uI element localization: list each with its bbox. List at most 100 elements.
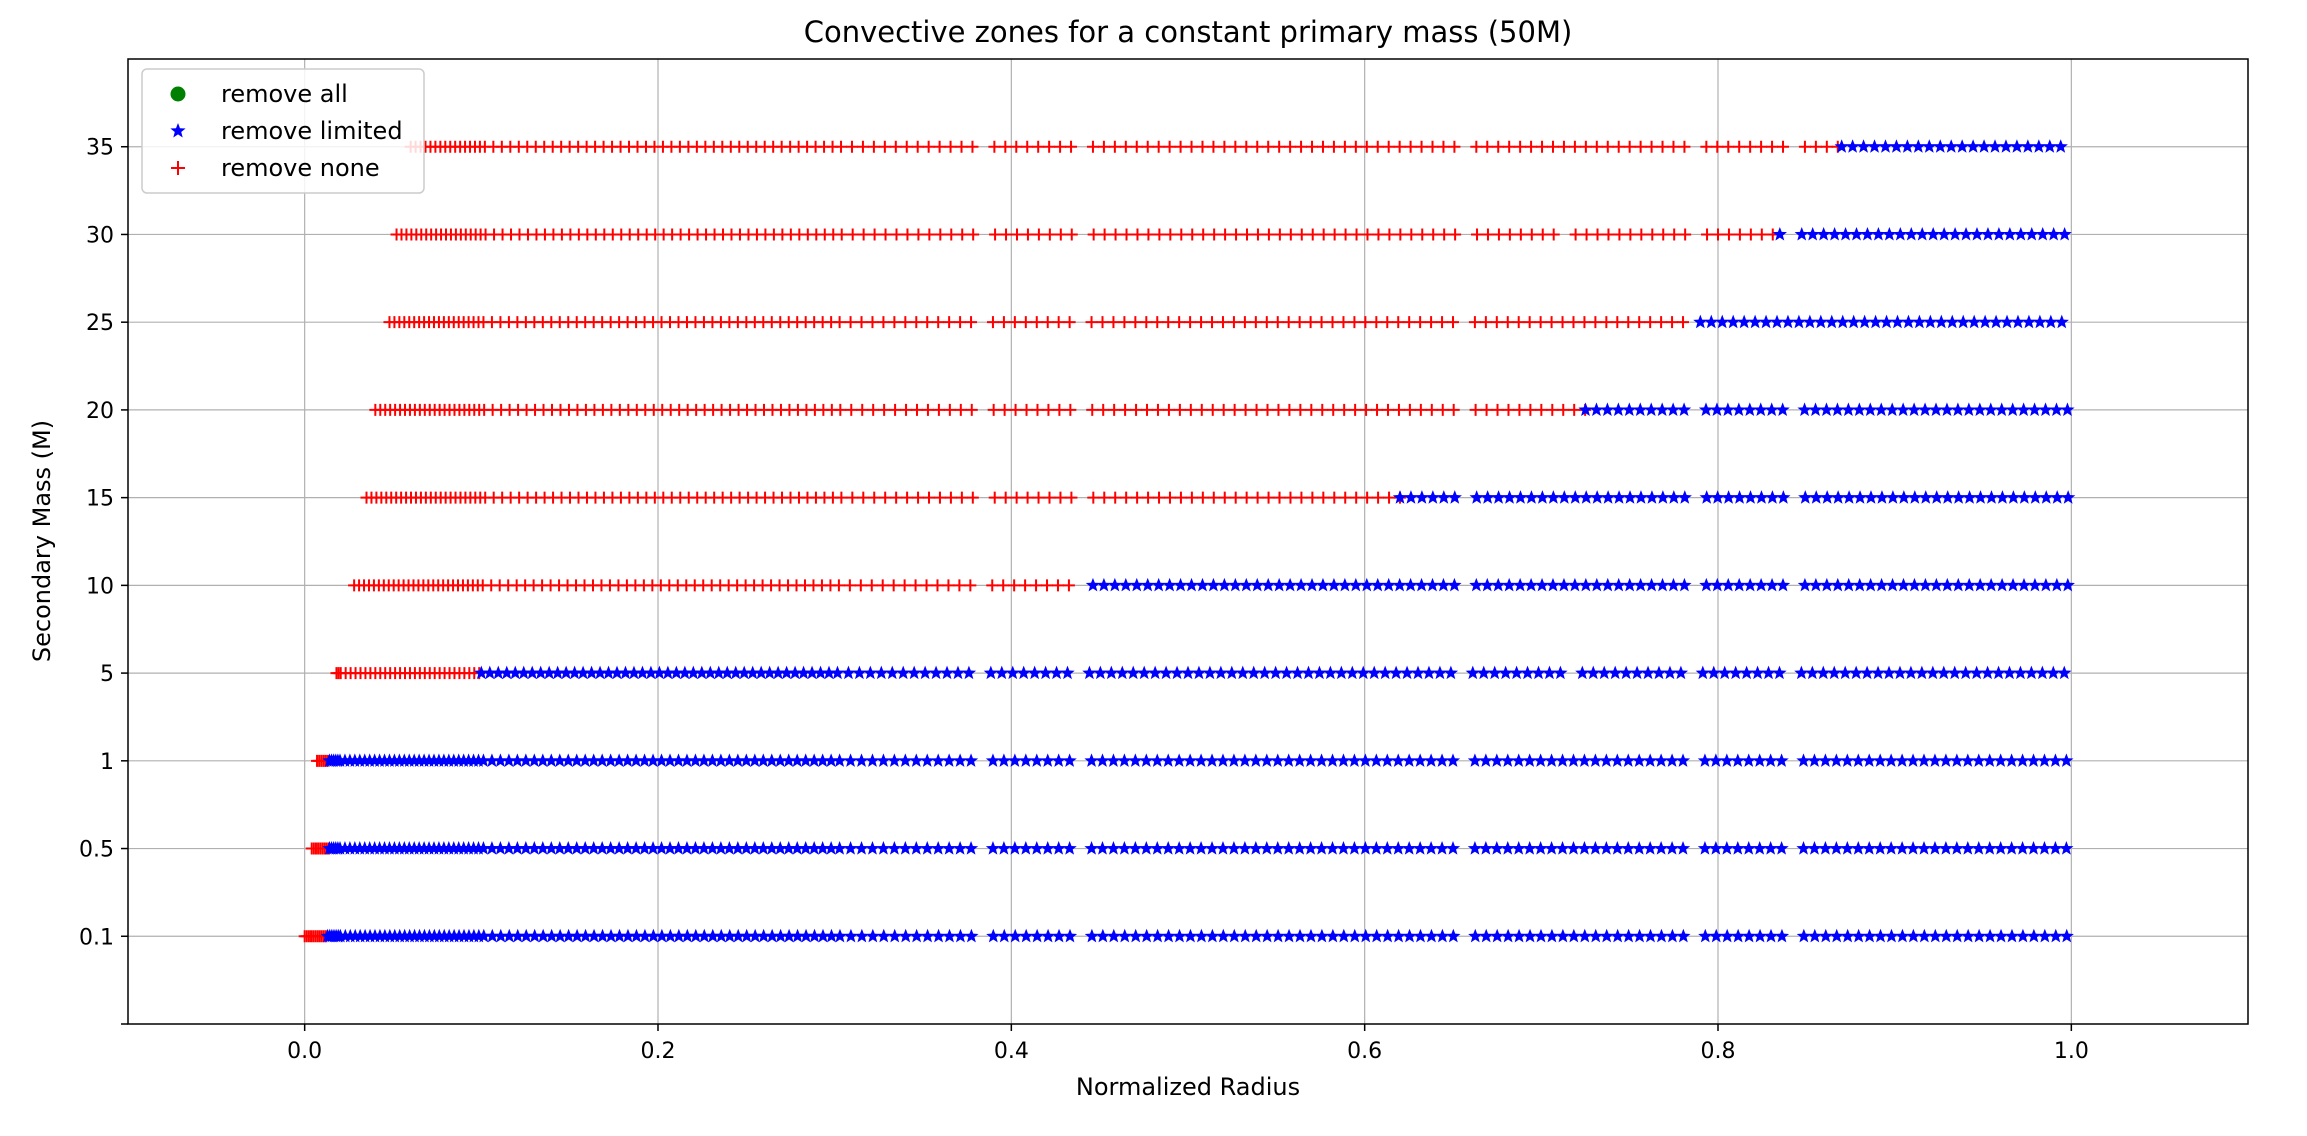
remove-limited-marker bbox=[1622, 402, 1637, 416]
remove-limited-marker bbox=[1502, 577, 1517, 592]
remove-limited-marker bbox=[1830, 577, 1845, 592]
remove-none-marker bbox=[1271, 316, 1284, 329]
remove-none-marker bbox=[1372, 491, 1385, 504]
remove-none-marker bbox=[1262, 140, 1275, 153]
remove-limited-marker bbox=[1117, 841, 1132, 855]
remove-limited-marker bbox=[1972, 402, 1987, 416]
remove-limited-marker bbox=[2061, 490, 2076, 504]
remove-none-marker bbox=[1306, 140, 1319, 153]
remove-limited-marker bbox=[1270, 753, 1285, 767]
remove-none-marker bbox=[910, 316, 923, 329]
remove-none-marker bbox=[1108, 403, 1121, 416]
remove-limited-marker bbox=[1895, 928, 1910, 943]
remove-limited-marker bbox=[1281, 928, 1297, 943]
remove-limited-marker bbox=[1664, 841, 1680, 855]
remove-limited-marker bbox=[1829, 841, 1844, 855]
remove-limited-marker bbox=[1665, 402, 1681, 416]
remove-limited-marker bbox=[1392, 577, 1407, 592]
remove-limited-marker bbox=[1281, 753, 1296, 767]
remove-none-marker bbox=[1230, 228, 1243, 241]
remove-none-marker bbox=[878, 403, 891, 416]
remove-limited-marker bbox=[646, 928, 661, 943]
remove-limited-marker bbox=[1434, 841, 1450, 855]
remove-limited-marker bbox=[1868, 314, 1883, 329]
remove-limited-marker bbox=[1106, 841, 1121, 855]
remove-none-marker bbox=[1053, 403, 1066, 416]
remove-limited-marker bbox=[1095, 753, 1110, 767]
remove-none-marker bbox=[1327, 140, 1340, 153]
remove-none-marker bbox=[1130, 403, 1143, 416]
remove-limited-marker bbox=[688, 753, 703, 767]
remove-limited-marker bbox=[628, 841, 644, 855]
remove-limited-marker bbox=[1500, 753, 1515, 767]
remove-limited-marker bbox=[525, 665, 540, 680]
remove-limited-marker bbox=[1896, 490, 1911, 504]
remove-none-marker bbox=[889, 403, 902, 416]
remove-limited-marker bbox=[1950, 402, 1966, 416]
remove-limited-marker bbox=[807, 841, 822, 855]
remove-limited-marker bbox=[2057, 665, 2072, 680]
remove-limited-marker bbox=[1224, 665, 1239, 680]
remove-limited-marker bbox=[1697, 753, 1713, 767]
remove-limited-marker bbox=[1962, 577, 1977, 592]
remove-limited-marker bbox=[2002, 226, 2017, 241]
remove-limited-marker bbox=[1051, 753, 1066, 767]
remove-limited-marker bbox=[2054, 314, 2069, 329]
plot-area-frame bbox=[127, 58, 2249, 1025]
remove-limited-marker bbox=[1676, 402, 1692, 416]
remove-limited-marker bbox=[852, 665, 867, 680]
remove-limited-marker bbox=[1301, 665, 1316, 680]
remove-limited-marker bbox=[1358, 753, 1373, 767]
remove-none-marker bbox=[1087, 228, 1100, 241]
remove-limited-marker bbox=[2053, 139, 2068, 153]
remove-limited-marker bbox=[1621, 753, 1636, 767]
remove-limited-marker bbox=[1566, 753, 1581, 767]
remove-none-marker bbox=[1490, 316, 1503, 329]
remove-limited-marker bbox=[1907, 490, 1922, 504]
remove-limited-marker bbox=[2049, 402, 2064, 416]
remove-none-marker bbox=[898, 579, 911, 592]
remove-limited-marker bbox=[1589, 577, 1604, 592]
remove-limited-marker bbox=[628, 753, 644, 767]
remove-none-marker bbox=[1020, 403, 1033, 416]
remove-limited-marker bbox=[1107, 577, 1122, 592]
remove-limited-marker bbox=[773, 928, 788, 943]
remove-none-marker bbox=[932, 316, 945, 329]
remove-limited-marker bbox=[1991, 226, 2007, 241]
remove-limited-marker bbox=[2035, 665, 2050, 680]
remove-none-marker bbox=[1534, 316, 1547, 329]
remove-limited-marker bbox=[1884, 928, 1899, 943]
remove-limited-marker bbox=[1741, 841, 1756, 855]
remove-limited-marker bbox=[527, 753, 542, 767]
remove-limited-marker bbox=[1336, 928, 1351, 943]
remove-limited-marker bbox=[1892, 665, 1908, 680]
remove-limited-marker bbox=[1489, 841, 1504, 855]
remove-limited-marker bbox=[1173, 577, 1188, 592]
remove-limited-marker bbox=[1533, 841, 1548, 855]
remove-limited-marker bbox=[1567, 577, 1583, 592]
remove-limited-marker bbox=[1172, 841, 1187, 855]
remove-none-marker bbox=[1546, 403, 1559, 416]
remove-none-marker bbox=[1468, 316, 1481, 329]
remove-none-marker bbox=[1260, 316, 1273, 329]
remove-limited-marker bbox=[680, 928, 695, 943]
remove-limited-marker bbox=[1292, 753, 1307, 767]
remove-limited-marker bbox=[807, 753, 822, 767]
remove-limited-marker bbox=[1675, 841, 1691, 855]
remove-limited-marker bbox=[1544, 928, 1560, 943]
remove-limited-marker bbox=[1611, 402, 1626, 416]
remove-limited-marker bbox=[485, 928, 500, 943]
remove-limited-marker bbox=[1479, 928, 1494, 943]
remove-limited-marker bbox=[1172, 928, 1187, 943]
remove-none-marker bbox=[1239, 403, 1252, 416]
remove-limited-marker bbox=[1522, 753, 1537, 767]
remove-limited-marker bbox=[1182, 753, 1198, 767]
remove-limited-marker bbox=[1193, 841, 1209, 855]
remove-none-marker bbox=[879, 491, 892, 504]
remove-limited-marker bbox=[643, 665, 659, 680]
remove-none-marker bbox=[1052, 316, 1065, 329]
remove-limited-marker bbox=[1958, 226, 1974, 241]
remove-limited-marker bbox=[1914, 665, 1930, 680]
remove-none-marker bbox=[1591, 228, 1604, 241]
y-tick-label: 35 bbox=[86, 136, 114, 161]
